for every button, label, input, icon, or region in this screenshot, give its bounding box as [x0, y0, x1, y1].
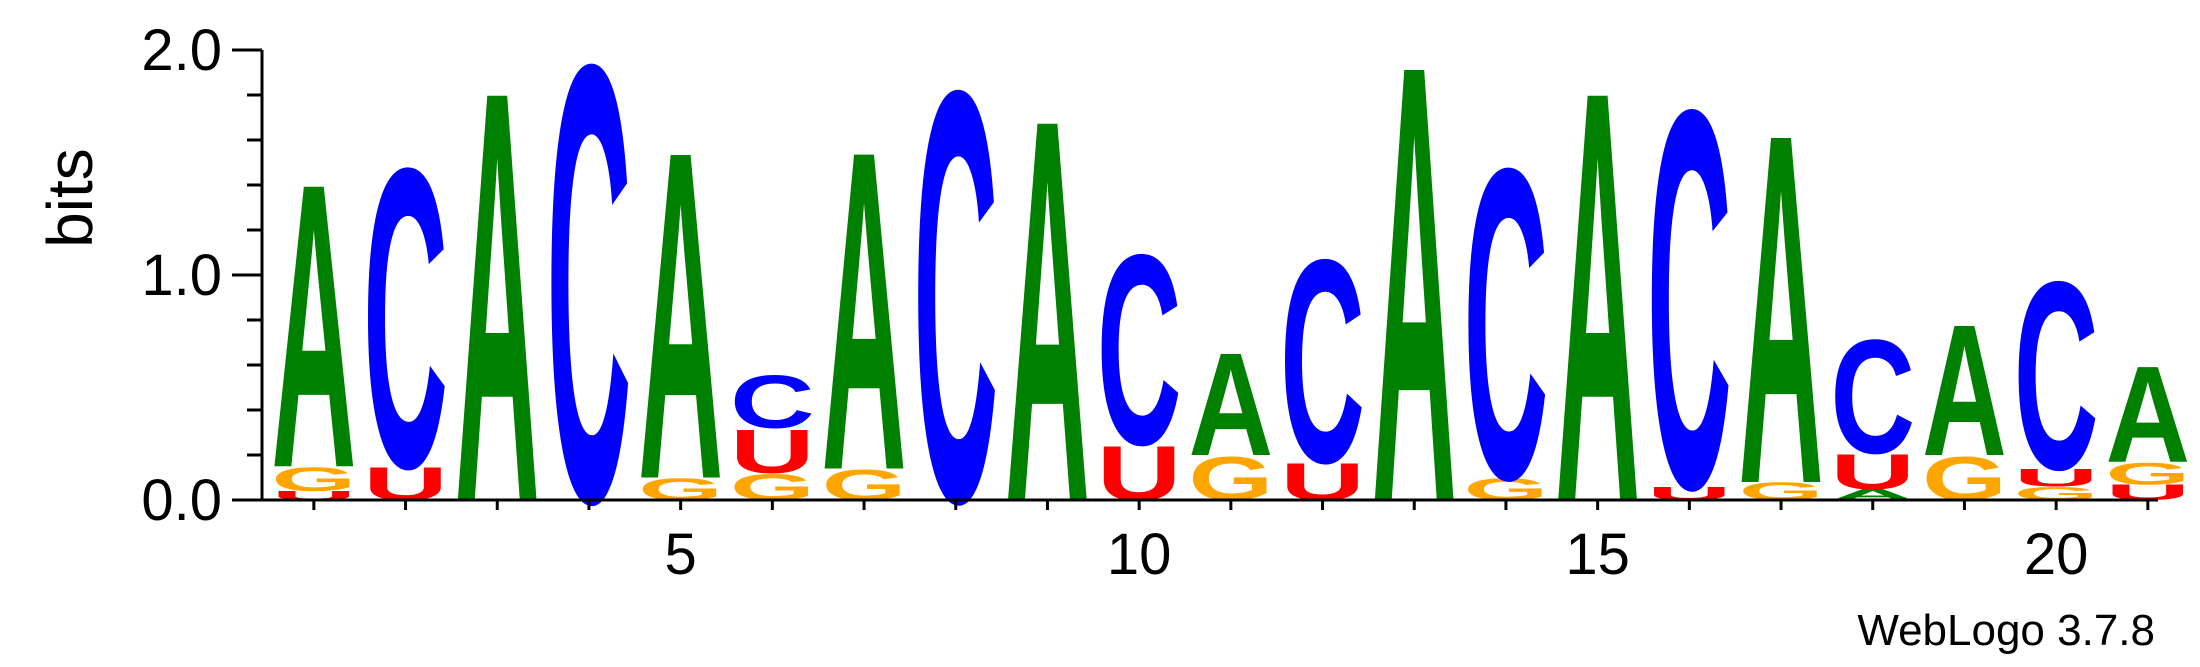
glyph-C-pos-2: C — [363, 79, 448, 558]
glyph-U-pos-20: U — [2014, 464, 2099, 492]
glyph-A-pos-9: A — [1005, 5, 1090, 616]
glyph-C-pos-14: C — [1464, 76, 1549, 572]
glyph-A-pos-17: A — [1739, 29, 1824, 588]
weblogo-credit: WebLogo 3.7.8 — [1857, 606, 2155, 655]
glyph-C-pos-16: C — [1647, 0, 1732, 601]
glyph-C-pos-10: C — [1097, 198, 1182, 502]
glyph-A-pos-11: A — [1189, 323, 1274, 487]
glyph-C-pos-20: C — [2014, 225, 2099, 526]
glyph-G-pos-21: G — [2106, 456, 2191, 491]
glyph-U-pos-6: U — [730, 416, 815, 486]
glyph-A-pos-15: A — [1555, 0, 1640, 625]
glyph-A-pos-13: A — [1372, 0, 1457, 633]
glyph-A-pos-5: A — [638, 55, 723, 578]
glyph-C-pos-8: C — [913, 0, 998, 625]
glyph-G-pos-1: G — [272, 460, 357, 498]
x-tick-label: 20 — [2024, 522, 2089, 587]
x-tick-label: 10 — [1107, 522, 1172, 587]
glyph-A-pos-19: A — [1922, 286, 2007, 496]
glyph-A-pos-1: A — [272, 99, 357, 553]
glyph-C-pos-12: C — [1280, 198, 1365, 523]
x-tick-label: 5 — [665, 522, 697, 587]
glyph-U-pos-18: U — [1830, 444, 1915, 500]
y-axis-label: bits — [34, 148, 106, 248]
y-tick-label: 0.0 — [141, 468, 222, 533]
x-tick-label: 15 — [1565, 522, 1630, 587]
glyph-C-pos-6: C — [730, 360, 815, 444]
y-tick-label: 1.0 — [141, 243, 222, 308]
glyph-A-pos-7: A — [822, 55, 907, 566]
glyph-A-pos-3: A — [455, 0, 540, 625]
y-tick-label: 2.0 — [141, 18, 222, 83]
glyph-C-pos-4: C — [547, 0, 632, 633]
axes: 0.0 1.0 2.0 5 10 15 20 — [141, 18, 2158, 587]
glyph-C-pos-18: C — [1830, 307, 1915, 488]
glyph-A-pos-21: A — [2106, 338, 2191, 492]
